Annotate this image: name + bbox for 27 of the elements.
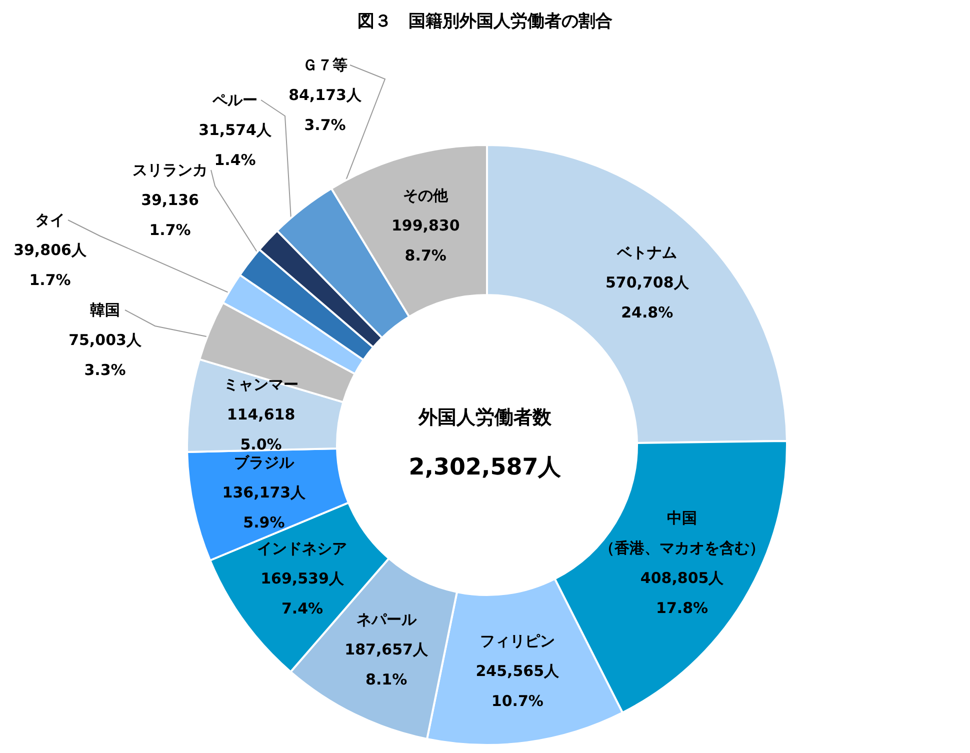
data-label: 39,806人 1.7% — [14, 241, 88, 289]
slice-label: タイ — [35, 211, 65, 229]
slice-label: 韓国 — [90, 301, 120, 319]
data-label: 75,003人 3.3% — [68, 331, 142, 379]
slice-label: フィリピン — [480, 632, 555, 650]
slice-label: ネパール — [356, 610, 418, 629]
data-label: 114,618 5.0% — [226, 406, 296, 454]
slice-label: ブラジル — [234, 453, 295, 472]
data-label: 84,173人 3.7% — [288, 86, 362, 134]
slice-label: ペルー — [212, 91, 258, 109]
text: 2,302,587人 — [408, 454, 562, 480]
data-label: 245,565人 10.7% — [476, 662, 560, 710]
data-label: 199,830 8.7% — [391, 216, 460, 264]
slice-label: 中国（香港、マカオを含む） — [600, 509, 765, 558]
data-label: 39,136 1.7% — [141, 191, 199, 239]
chart-title: 図３ 国籍別外国人労働者の割合 — [358, 12, 612, 32]
data-label: 136,173人 5.9% — [222, 483, 307, 532]
data-label: 187,657人 8.1% — [344, 640, 429, 689]
slice-label: Ｇ７等 — [302, 56, 348, 74]
slice-label: ミャンマー — [224, 376, 299, 394]
text: 外国人労働者数 — [418, 406, 552, 428]
slice-label: ベトナム — [616, 244, 678, 262]
slice-label: その他 — [403, 186, 450, 204]
data-label: 408,805人 17.8% — [640, 569, 725, 618]
data-label: 169,539人 7.4% — [260, 570, 345, 618]
slice-label: インドネシア — [257, 540, 348, 558]
data-label: 570,708人 24.8% — [605, 274, 690, 322]
